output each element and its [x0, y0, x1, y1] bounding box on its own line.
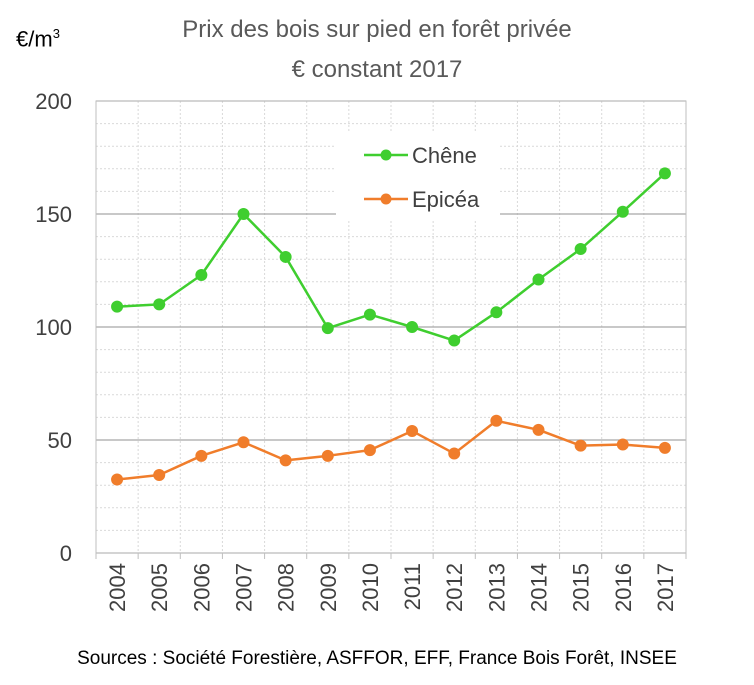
data-point-0: [448, 334, 461, 347]
data-point-0: [363, 308, 376, 321]
x-tick-label: 2012: [442, 563, 467, 612]
data-point-1: [111, 473, 124, 486]
y-axis-unit: €/m3: [16, 26, 60, 52]
y-tick-label: 200: [35, 89, 72, 114]
y-axis-unit-exponent: 3: [52, 26, 60, 41]
data-point-0: [658, 167, 671, 180]
legend-box: [336, 131, 500, 221]
data-point-0: [153, 298, 166, 311]
data-point-0: [237, 208, 250, 220]
x-tick-label: 2008: [274, 563, 299, 612]
x-tick-label: 2015: [569, 563, 594, 612]
data-point-1: [574, 439, 587, 452]
data-point-1: [195, 449, 208, 462]
y-tick-label: 100: [35, 315, 72, 340]
x-tick-label: 2013: [484, 563, 509, 612]
data-point-0: [321, 322, 334, 335]
data-point-1: [279, 454, 292, 467]
x-tick-label: 2007: [232, 563, 257, 612]
y-tick-label: 50: [48, 428, 72, 453]
legend-swatch-marker: [380, 149, 392, 161]
data-point-1: [363, 444, 376, 457]
data-point-1: [237, 436, 250, 449]
legend-label: Epicéa: [412, 187, 480, 212]
legend-swatch-marker: [380, 193, 392, 205]
y-tick-label: 150: [35, 202, 72, 227]
data-point-0: [195, 269, 208, 282]
data-point-1: [490, 414, 503, 427]
x-tick-label: 2010: [358, 563, 383, 612]
x-tick-label: 2011: [400, 563, 425, 610]
data-point-0: [490, 306, 503, 319]
x-tick-label: 2009: [316, 563, 341, 612]
x-tick-label: 2006: [189, 563, 214, 612]
x-tick-label: 2005: [147, 563, 172, 612]
data-point-0: [111, 300, 124, 313]
legend-label: Chêne: [412, 143, 477, 168]
source-note: Sources : Société Forestière, ASFFOR, EF…: [77, 648, 677, 669]
data-point-1: [406, 424, 419, 437]
data-point-1: [321, 449, 334, 462]
series-line-0: [117, 172, 666, 342]
data-point-0: [532, 273, 545, 286]
x-tick-label: 2017: [653, 563, 678, 612]
chart-subtitle: € constant 2017: [291, 56, 463, 83]
data-point-0: [616, 205, 629, 218]
data-point-1: [658, 441, 671, 454]
data-point-1: [532, 423, 545, 436]
data-point-1: [448, 447, 461, 460]
data-point-0: [574, 243, 587, 256]
x-tick-label: 2004: [105, 563, 130, 612]
data-point-1: [616, 438, 629, 451]
y-axis-unit-text: €/m: [16, 26, 53, 52]
line-chart: 0 50 100 150 200 2004 2005 2006 2007 2008 2009 2010…: [35, 89, 687, 612]
data-point-0: [279, 250, 292, 263]
chart-title: Prix des bois sur pied en forêt privée: [182, 16, 572, 43]
data-point-0: [406, 321, 419, 333]
x-tick-label: 2014: [527, 563, 552, 612]
data-point-1: [153, 469, 166, 482]
x-tick-label: 2016: [611, 563, 636, 612]
y-tick-label: 0: [60, 541, 72, 566]
series-line-1: [116, 419, 666, 481]
